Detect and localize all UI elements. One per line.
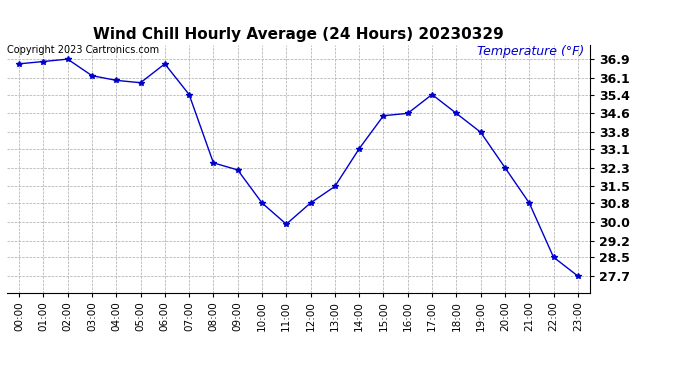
Text: Copyright 2023 Cartronics.com: Copyright 2023 Cartronics.com <box>7 45 159 55</box>
Title: Wind Chill Hourly Average (24 Hours) 20230329: Wind Chill Hourly Average (24 Hours) 202… <box>93 27 504 42</box>
Text: Temperature (°F): Temperature (°F) <box>477 45 584 58</box>
